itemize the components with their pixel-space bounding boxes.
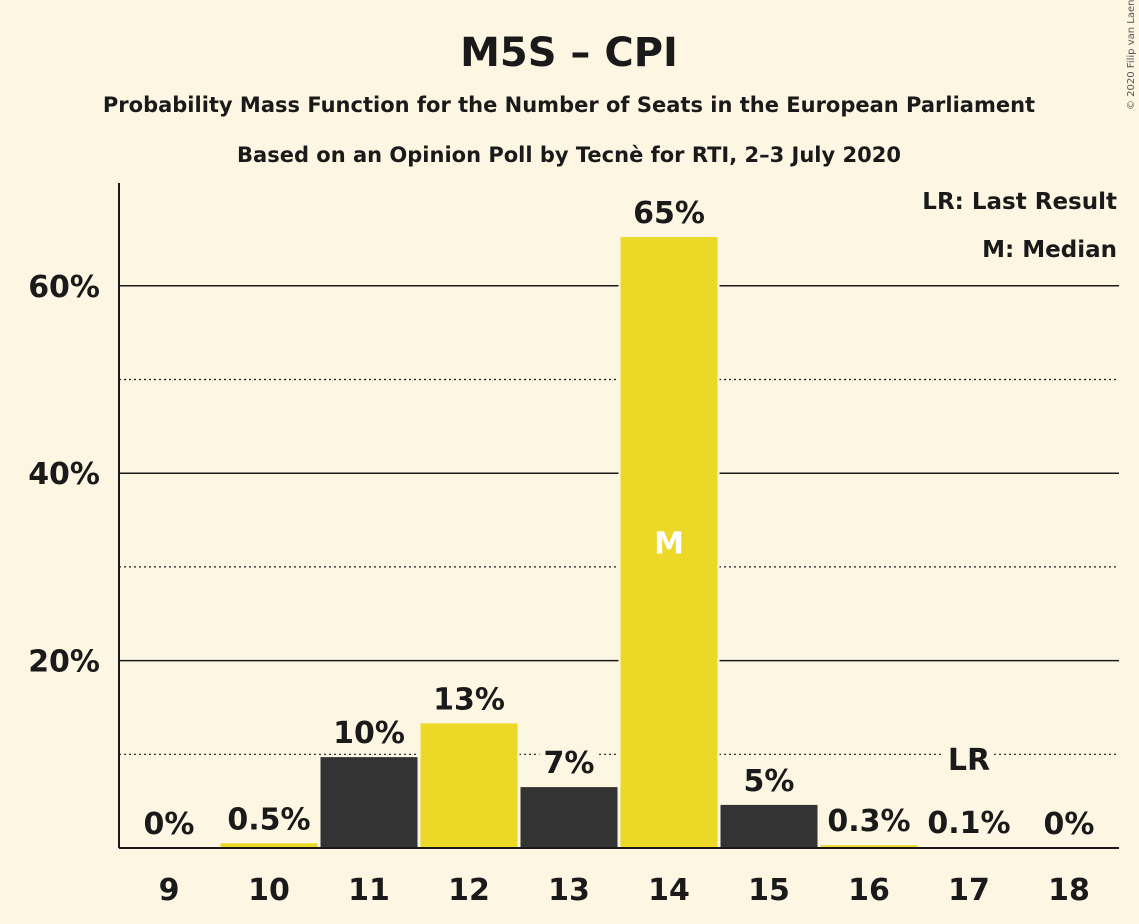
bar-14 [620, 237, 718, 849]
data-label-bg [429, 682, 509, 718]
data-label-bg [923, 806, 1015, 842]
x-tick-label-18: 18 [1048, 873, 1090, 908]
bar-11 [320, 757, 418, 848]
data-label-10: 0.5% [227, 802, 310, 837]
bars [218, 237, 1020, 849]
y-tick-label: 20% [28, 645, 100, 680]
bar-12 [420, 723, 518, 848]
data-label-bg [139, 807, 199, 842]
data-labels: 0% 0.5% 10% 13% 7% 65% 5% 0.3% 0.1% 0% [139, 196, 1099, 842]
data-label-bg [629, 196, 709, 232]
copyright-text: © 2020 Filip van Laenen [1126, 0, 1137, 110]
data-label-13: 7% [544, 746, 595, 781]
data-label-11: 10% [333, 716, 405, 751]
y-axis-ticks: 20% 40% 60% [28, 270, 100, 680]
last-result-marker: LR [948, 743, 990, 778]
bar-16 [820, 845, 918, 848]
median-marker: M [654, 527, 684, 562]
data-label-17: 0.1% [927, 806, 1010, 841]
chart-title: M5S – CPI [460, 30, 678, 76]
x-tick-label-9: 9 [159, 873, 180, 908]
x-tick-label-11: 11 [348, 873, 390, 908]
data-label-bg [739, 763, 799, 799]
x-axis-ticks: 9 10 11 12 13 14 15 16 17 18 [159, 873, 1090, 908]
chart-subtitle: Probability Mass Function for the Number… [103, 93, 1035, 117]
bar-10 [220, 843, 318, 848]
data-label-bg [223, 802, 315, 838]
markers: M LR [654, 527, 995, 778]
x-tick-label-14: 14 [648, 873, 690, 908]
bar-13 [520, 787, 618, 848]
legend-median: M: Median [982, 237, 1117, 263]
bar-15 [720, 804, 818, 848]
data-label-14: 65% [633, 196, 705, 231]
data-label-12: 13% [433, 682, 505, 717]
x-tick-label-13: 13 [548, 873, 590, 908]
data-label-9: 0% [144, 807, 195, 842]
marker-bg [943, 743, 995, 778]
data-label-bg [1039, 807, 1099, 842]
data-label-16: 0.3% [827, 804, 910, 839]
data-label-bg [823, 804, 915, 840]
y-tick-label: 40% [28, 457, 100, 492]
x-tick-label-17: 17 [948, 873, 990, 908]
data-label-18: 0% [1044, 807, 1095, 842]
x-tick-label-12: 12 [448, 873, 490, 908]
data-label-15: 5% [744, 764, 795, 799]
legend-last-result: LR: Last Result [922, 189, 1117, 215]
data-label-bg [539, 746, 599, 782]
data-label-bg [329, 716, 409, 752]
chart-source: Based on an Opinion Poll by Tecnè for RT… [237, 143, 901, 167]
x-tick-label-15: 15 [748, 873, 790, 908]
y-tick-label: 60% [28, 270, 100, 305]
x-tick-label-16: 16 [848, 873, 890, 908]
x-tick-label-10: 10 [248, 873, 290, 908]
